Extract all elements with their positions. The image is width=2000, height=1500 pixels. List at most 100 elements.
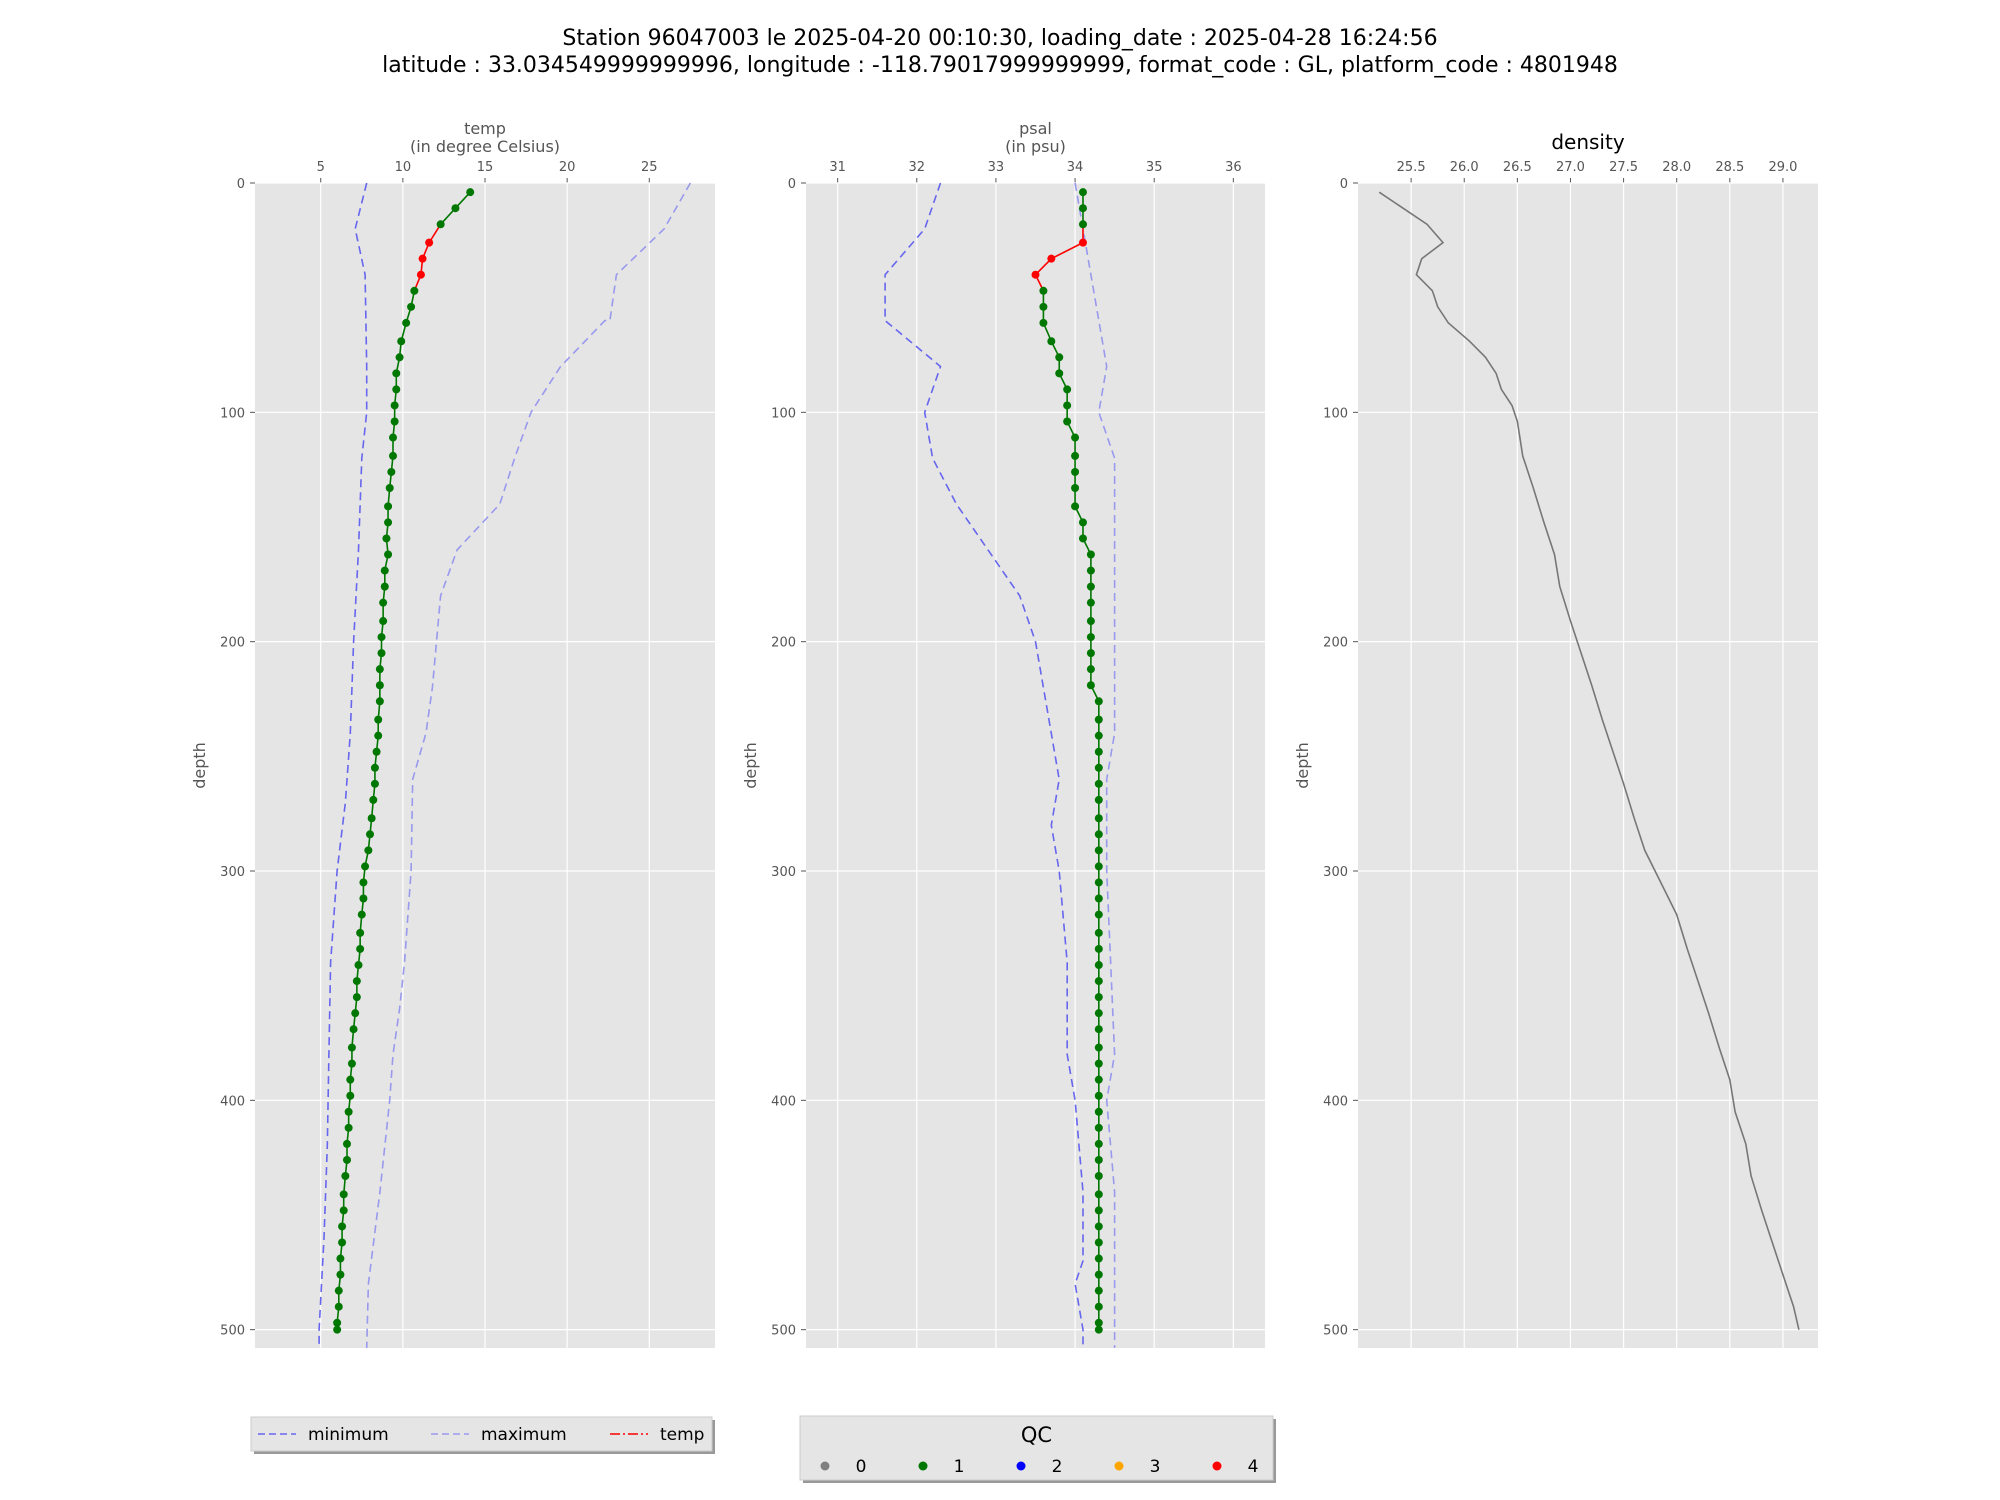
y-tick-label: 200: [1323, 636, 1348, 651]
temp-point-qc1: [379, 598, 388, 607]
temp-point-qc1: [370, 763, 379, 772]
y-tick-label: 300: [1323, 865, 1348, 880]
temp-point-qc1: [367, 814, 376, 823]
x-tick-label: 34: [1067, 160, 1084, 175]
psal-point-qc1: [1086, 598, 1095, 607]
temp-point-qc1: [377, 649, 386, 658]
temp-point-qc1: [392, 385, 401, 394]
temp-point-qc1: [384, 518, 393, 527]
y-tick-label: 200: [771, 636, 796, 651]
maximum-line: [1074, 182, 1116, 1348]
psal-point-qc1: [1078, 534, 1087, 543]
psal-point-qc1: [1047, 337, 1056, 346]
y-tick-label: 500: [771, 1324, 796, 1339]
psal-point-qc1: [1055, 353, 1064, 362]
psal-point-qc1: [1094, 1043, 1103, 1052]
temp-point-qc1: [392, 369, 401, 378]
temp-point-qc1: [390, 417, 399, 426]
y-axis-label: depth: [1293, 742, 1312, 789]
psal-point-qc1: [1086, 665, 1095, 674]
psal-point-qc1: [1094, 944, 1103, 953]
temp-point-qc1: [380, 582, 389, 591]
psal-point-qc1: [1039, 302, 1048, 311]
temp-point-qc1: [389, 451, 397, 460]
figure-title-line-1: Station 96047003 le 2025-04-20 00:10:30,…: [562, 26, 1438, 51]
qc-legend-label-1: 1: [954, 1457, 965, 1477]
psal-point-qc1: [1094, 862, 1103, 871]
x-tick-label: 33: [988, 160, 1005, 175]
psal-point-qc4: [1047, 254, 1056, 263]
temp-point-qc1: [354, 961, 363, 970]
psal-point-qc1: [1094, 1270, 1103, 1279]
temp-point-qc1: [347, 1059, 356, 1068]
psal-point-qc1: [1094, 961, 1103, 970]
temp-point-qc1: [384, 550, 393, 559]
temp-point-qc1: [375, 665, 384, 674]
x-tick-label: 5: [317, 160, 325, 175]
psal-point-qc1: [1086, 617, 1095, 626]
psal-point-qc1: [1094, 846, 1103, 855]
psal-point-qc1: [1039, 286, 1048, 295]
x-tick-label: 28.5: [1715, 160, 1744, 175]
plot-area-psal: [806, 183, 1265, 1348]
psal-point-qc1: [1063, 385, 1072, 394]
x-axis-label-unit: (in psu): [1005, 137, 1066, 156]
psal-point-qc1: [1094, 747, 1103, 756]
temp-point-qc1: [361, 862, 370, 871]
temp-point-qc1: [338, 1222, 347, 1231]
temp-point-qc1: [334, 1286, 343, 1295]
temp-point-qc1: [359, 894, 368, 903]
psal-point-qc1: [1071, 433, 1080, 442]
y-tick-label: 0: [237, 177, 245, 192]
temp-point-qc4: [416, 270, 425, 279]
temp-point-qc1: [390, 401, 399, 410]
psal-point-qc1: [1086, 633, 1095, 642]
temp-point-qc1: [344, 1107, 353, 1116]
psal-point-qc1: [1094, 1123, 1103, 1132]
x-tick-label: 35: [1146, 160, 1163, 175]
psal-point-qc1: [1094, 1009, 1103, 1018]
temp-point-qc1: [374, 731, 383, 740]
temp-point-qc1: [407, 302, 416, 311]
temp-point-qc1: [402, 318, 411, 327]
psal-point-qc1: [1078, 518, 1087, 527]
psal-point-qc1: [1094, 697, 1103, 706]
y-tick-label: 300: [220, 865, 245, 880]
qc-legend-label-2: 2: [1052, 1457, 1063, 1477]
temp-point-qc1: [382, 534, 391, 543]
psal-point-qc1: [1094, 928, 1103, 937]
psal-point-qc4: [1078, 238, 1087, 247]
x-tick-label: 27.0: [1556, 160, 1585, 175]
temp-point-qc1: [451, 204, 460, 213]
psal-point-qc1: [1055, 369, 1064, 378]
y-tick-label: 500: [1323, 1324, 1348, 1339]
psal-point-qc1: [1094, 763, 1103, 772]
panel-title: density: [1551, 130, 1624, 154]
temp-point-qc1: [344, 1123, 353, 1132]
temp-point-qc1: [397, 337, 406, 346]
psal-point-qc1: [1078, 220, 1087, 229]
temp-point-qc1: [336, 1254, 345, 1263]
temp-point-qc1: [395, 353, 404, 362]
x-axis-label: temp: [464, 119, 506, 138]
temp-point-qc1: [372, 747, 381, 756]
legend-label-temp: temp: [660, 1425, 704, 1445]
temp-point-qc1: [389, 433, 397, 442]
x-axis-label: psal: [1019, 119, 1052, 138]
temp-point-qc1: [352, 993, 361, 1002]
psal-point-qc1: [1094, 1318, 1103, 1327]
x-tick-label: 20: [559, 160, 576, 175]
psal-point-qc1: [1094, 1190, 1103, 1199]
psal-point-qc1: [1094, 993, 1103, 1002]
psal-point-qc1: [1086, 582, 1095, 591]
psal-point-qc1: [1071, 467, 1080, 476]
temp-point-qc1: [347, 1043, 356, 1052]
psal-segment: [1050, 241, 1084, 260]
psal-point-qc1: [1086, 649, 1095, 658]
temp-point-qc1: [385, 484, 394, 493]
psal-point-qc1: [1094, 779, 1103, 788]
psal-point-qc1: [1063, 401, 1072, 410]
psal-point-qc1: [1039, 318, 1048, 327]
temp-point-qc1: [338, 1238, 347, 1247]
legend-label-minimum: minimum: [308, 1425, 389, 1445]
